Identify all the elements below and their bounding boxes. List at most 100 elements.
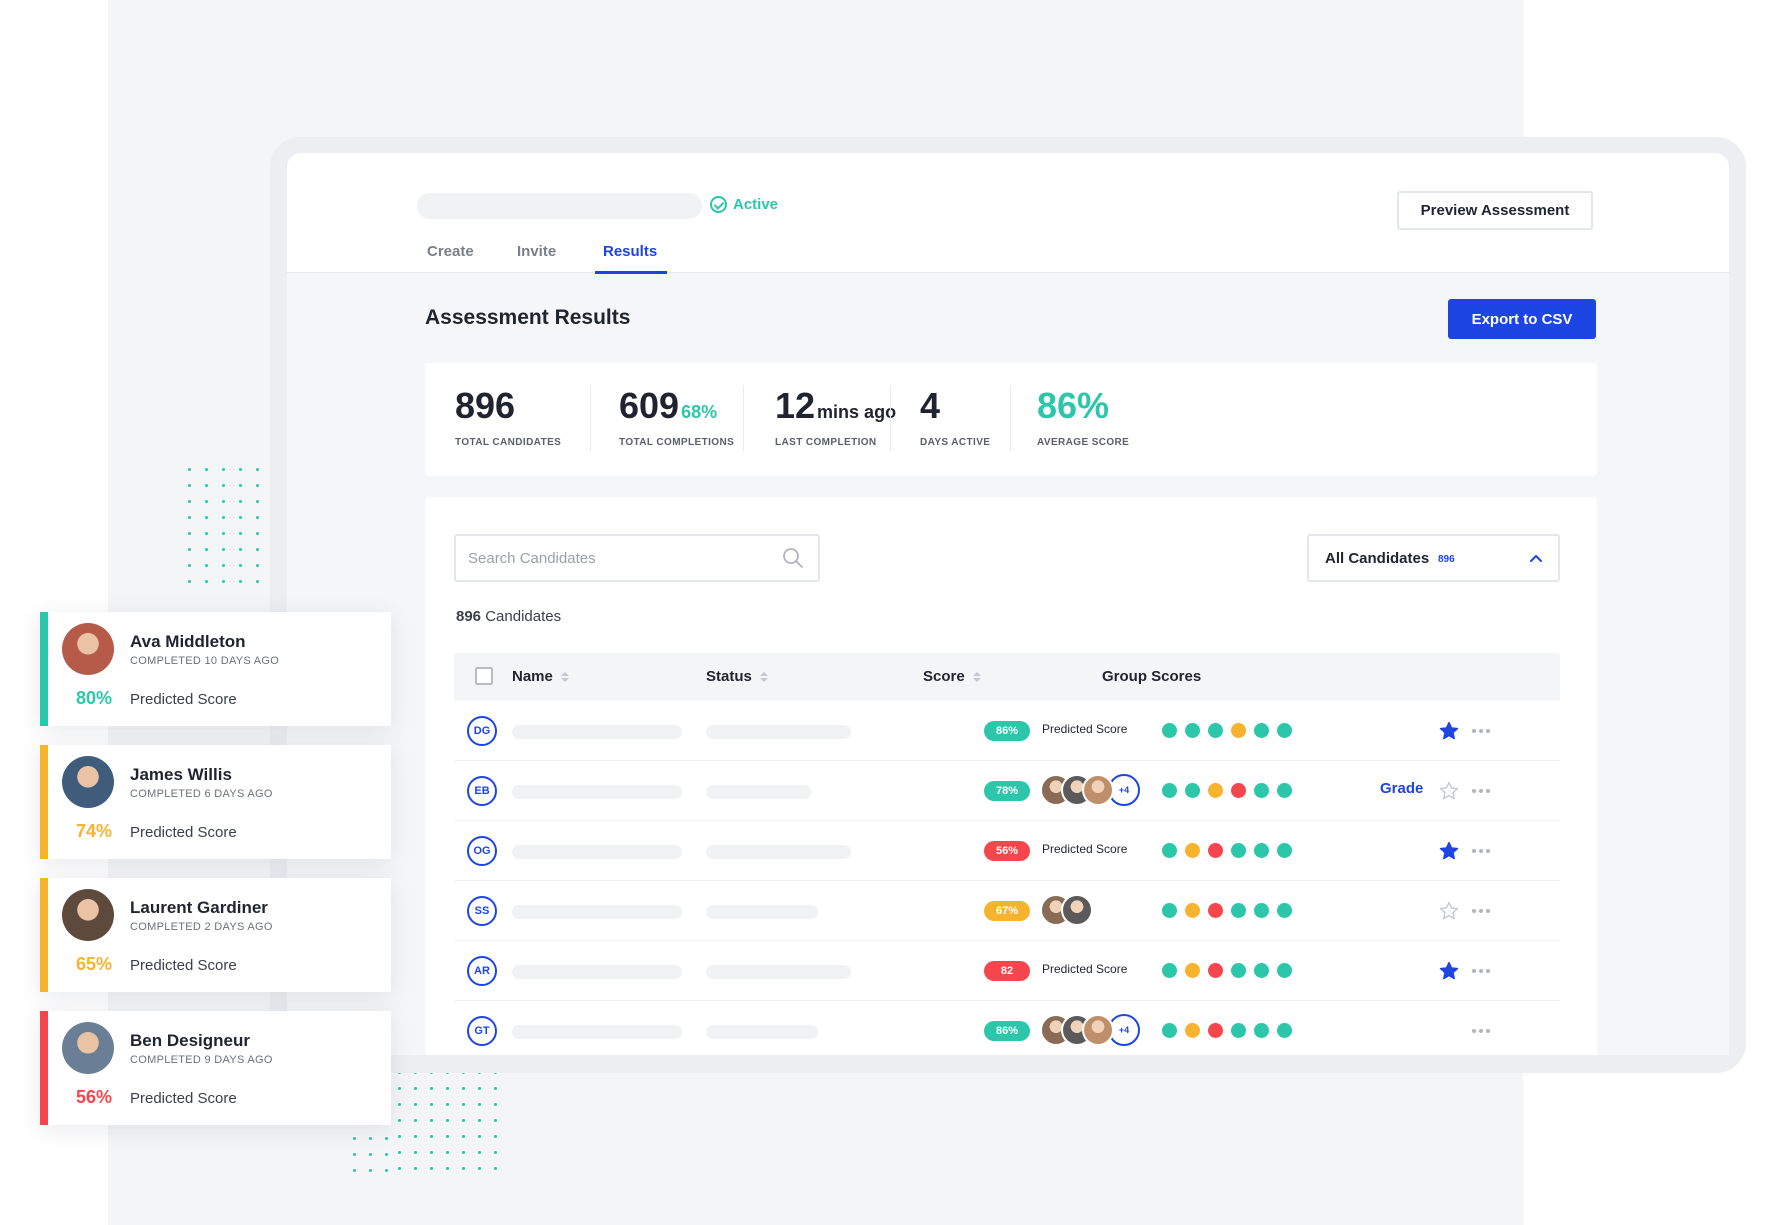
- stat-value: 86%: [1037, 385, 1110, 426]
- score-color-bar: [40, 1011, 48, 1125]
- avatar: [62, 623, 114, 675]
- sort-icon: [972, 671, 981, 682]
- decor-dot: [222, 516, 225, 519]
- column-header-score[interactable]: Score: [923, 668, 981, 685]
- column-header-group-scores: Group Scores: [1102, 668, 1201, 685]
- name-placeholder: [512, 725, 682, 739]
- decor-dot: [239, 468, 242, 471]
- grader-avatars[interactable]: +4: [1040, 1014, 1140, 1048]
- decor-dot: [446, 1151, 449, 1154]
- star-filled-icon[interactable]: [1439, 841, 1459, 861]
- predicted-score-value: 56%: [76, 1087, 113, 1107]
- decor-dot: [430, 1151, 433, 1154]
- star-outline-icon[interactable]: [1439, 901, 1459, 921]
- decor-dot: [188, 548, 191, 551]
- group-score-dot: [1185, 843, 1200, 858]
- group-score-dot: [1162, 1023, 1177, 1038]
- export-csv-button[interactable]: Export to CSV: [1448, 299, 1596, 339]
- candidate-initials-avatar: SS: [467, 896, 497, 926]
- group-score-dot: [1277, 1023, 1292, 1038]
- group-score-dot: [1208, 963, 1223, 978]
- candidate-summary-card[interactable]: Ben Designeur COMPLETED 9 DAYS AGO 56% Pred…: [40, 1011, 391, 1125]
- more-options-icon[interactable]: [1472, 843, 1490, 859]
- star-filled-icon[interactable]: [1439, 721, 1459, 741]
- group-score-dot: [1231, 843, 1246, 858]
- candidate-summary-card[interactable]: James Willis COMPLETED 6 DAYS AGO 74% Predi…: [40, 745, 391, 859]
- decor-dot: [478, 1119, 481, 1122]
- table-row[interactable]: OG 56% Predicted Score: [454, 821, 1560, 881]
- decor-dot: [446, 1167, 449, 1170]
- decor-dot: [188, 500, 191, 503]
- group-score-dots: [1162, 783, 1292, 798]
- search-input[interactable]: [468, 536, 768, 580]
- decor-dot: [239, 580, 242, 583]
- preview-assessment-button[interactable]: Preview Assessment: [1397, 191, 1593, 230]
- candidate-name: Laurent Gardiner: [130, 898, 268, 917]
- table-row[interactable]: GT 86% +4: [454, 1001, 1560, 1055]
- more-options-icon[interactable]: [1472, 783, 1490, 799]
- decor-dot: [188, 516, 191, 519]
- name-placeholder: [512, 1025, 682, 1039]
- decor-dot: [398, 1135, 401, 1138]
- candidate-name: Ben Designeur: [130, 1031, 250, 1050]
- table-row[interactable]: EB 78% +4 Grade: [454, 761, 1560, 821]
- decor-dot: [462, 1087, 465, 1090]
- decor-dot: [446, 1135, 449, 1138]
- select-all-checkbox[interactable]: [475, 667, 493, 685]
- score-badge: 86%: [984, 1021, 1030, 1041]
- star-filled-icon[interactable]: [1439, 961, 1459, 981]
- decor-dot: [430, 1103, 433, 1106]
- grader-avatars[interactable]: +4: [1040, 774, 1140, 808]
- decor-dot: [494, 1103, 497, 1106]
- decor-dot: [369, 1153, 372, 1156]
- table-row[interactable]: SS 67%: [454, 881, 1560, 941]
- stat-divider: [743, 385, 744, 451]
- star-outline-icon[interactable]: [1439, 781, 1459, 801]
- decor-dot: [222, 532, 225, 535]
- grader-avatars[interactable]: [1040, 894, 1093, 928]
- decor-dot: [256, 532, 259, 535]
- decor-dot: [462, 1119, 465, 1122]
- grade-link[interactable]: Grade: [1380, 780, 1424, 797]
- search-icon[interactable]: [782, 547, 804, 569]
- status-placeholder: [706, 965, 851, 979]
- decor-dot: [205, 468, 208, 471]
- stat-total-candidates: 896 TOTAL CANDIDATES: [455, 385, 561, 448]
- filter-count-badge: 896: [1438, 554, 1455, 565]
- more-options-icon[interactable]: [1472, 723, 1490, 739]
- decor-dot: [188, 484, 191, 487]
- tab-invite[interactable]: Invite: [517, 243, 557, 260]
- decor-dot: [414, 1103, 417, 1106]
- stat-total-completions: 609 68% TOTAL COMPLETIONS: [619, 385, 734, 448]
- candidate-filter-dropdown[interactable]: All Candidates 896: [1307, 534, 1560, 582]
- stat-label: DAYS ACTIVE: [920, 437, 991, 448]
- column-header-name[interactable]: Name: [512, 668, 569, 685]
- column-header-label: Score: [923, 668, 965, 685]
- group-score-dots: [1162, 963, 1292, 978]
- candidate-summary-card[interactable]: Laurent Gardiner COMPLETED 2 DAYS AGO 65% P…: [40, 878, 391, 992]
- group-score-dot: [1231, 783, 1246, 798]
- decor-dots-bottom: [398, 1071, 497, 1170]
- completed-time: COMPLETED 6 DAYS AGO: [130, 788, 273, 800]
- tab-results[interactable]: Results: [603, 243, 658, 260]
- candidates-table: Name Status Score Group Scores DG 86% Pred…: [454, 653, 1560, 1055]
- stat-value: 12: [775, 385, 816, 426]
- table-row[interactable]: AR 82 Predicted Score: [454, 941, 1560, 1001]
- decor-dot: [256, 500, 259, 503]
- decor-dot: [430, 1135, 433, 1138]
- table-row[interactable]: DG 86% Predicted Score: [454, 701, 1560, 761]
- more-options-icon[interactable]: [1472, 1023, 1490, 1039]
- group-score-dot: [1231, 723, 1246, 738]
- decor-dot: [494, 1087, 497, 1090]
- column-header-label: Group Scores: [1102, 668, 1202, 685]
- decor-dot: [414, 1119, 417, 1122]
- group-score-dot: [1162, 843, 1177, 858]
- more-options-icon[interactable]: [1472, 903, 1490, 919]
- tab-create[interactable]: Create: [427, 243, 474, 260]
- score-badge: 86%: [984, 721, 1030, 741]
- stat-suffix: 68%: [681, 402, 718, 422]
- more-options-icon[interactable]: [1472, 963, 1490, 979]
- candidate-summary-card[interactable]: Ava Middleton COMPLETED 10 DAYS AGO 80% Pre…: [40, 612, 391, 726]
- column-header-status[interactable]: Status: [706, 668, 768, 685]
- decor-dot: [478, 1167, 481, 1170]
